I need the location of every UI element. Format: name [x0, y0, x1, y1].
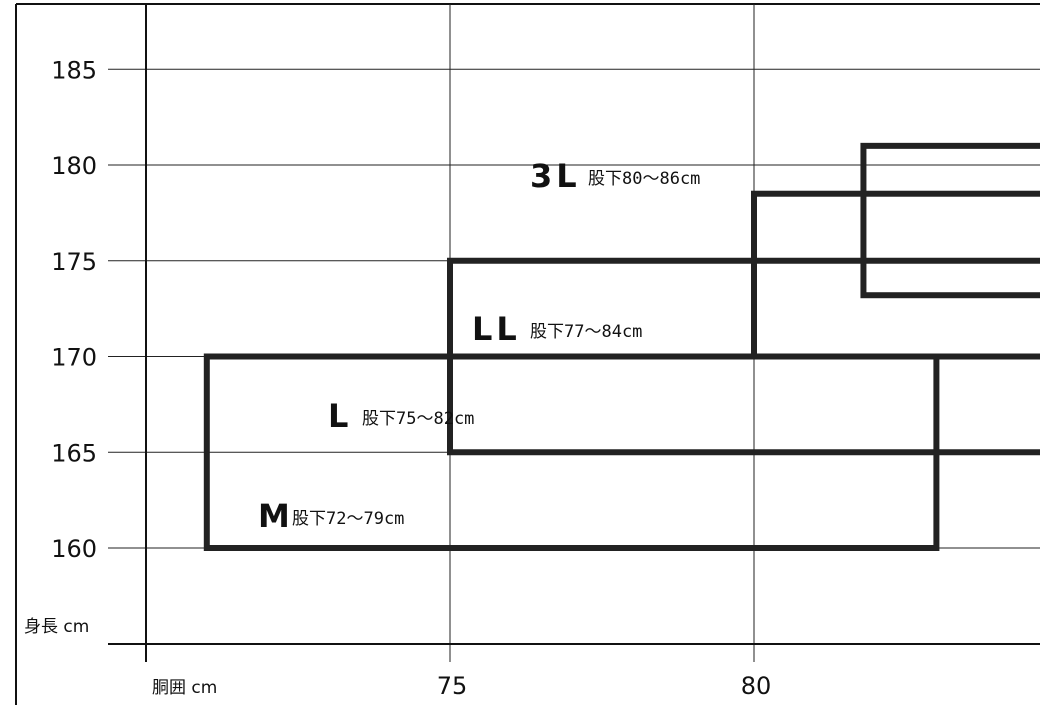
- y-tick-label: 170: [51, 344, 97, 372]
- y-tick-label: 165: [51, 439, 97, 467]
- y-tick-label: 175: [51, 248, 97, 276]
- tick-labels: 758085909510185180175170165160: [51, 56, 772, 700]
- y-tick-label: 160: [51, 535, 97, 563]
- size-box-ll: [751, 190, 1040, 360]
- x-tick-label: 80: [741, 672, 772, 700]
- size-note-m: 股下72～79cm: [292, 509, 404, 529]
- size-note-l: 股下75～82cm: [362, 409, 474, 429]
- size-box-3l: [860, 142, 1040, 299]
- size-note-ll: 股下77～84cm: [530, 322, 642, 342]
- axes: [108, 4, 1040, 662]
- size-box-l: [447, 257, 1040, 456]
- y-axis-title: 身長 cm: [24, 617, 89, 637]
- y-tick-label: 185: [51, 56, 97, 84]
- size-name-ll: LL: [472, 310, 521, 348]
- x-axis-title: 胴囲 cm: [152, 678, 217, 698]
- size-name-l: L: [328, 397, 352, 435]
- size-name-3l: 3L: [530, 157, 581, 195]
- size-name-m: M: [258, 497, 294, 535]
- y-tick-label: 180: [51, 152, 97, 180]
- size-note-3l: 股下80～86cm: [588, 169, 700, 189]
- x-tick-label: 75: [437, 672, 468, 700]
